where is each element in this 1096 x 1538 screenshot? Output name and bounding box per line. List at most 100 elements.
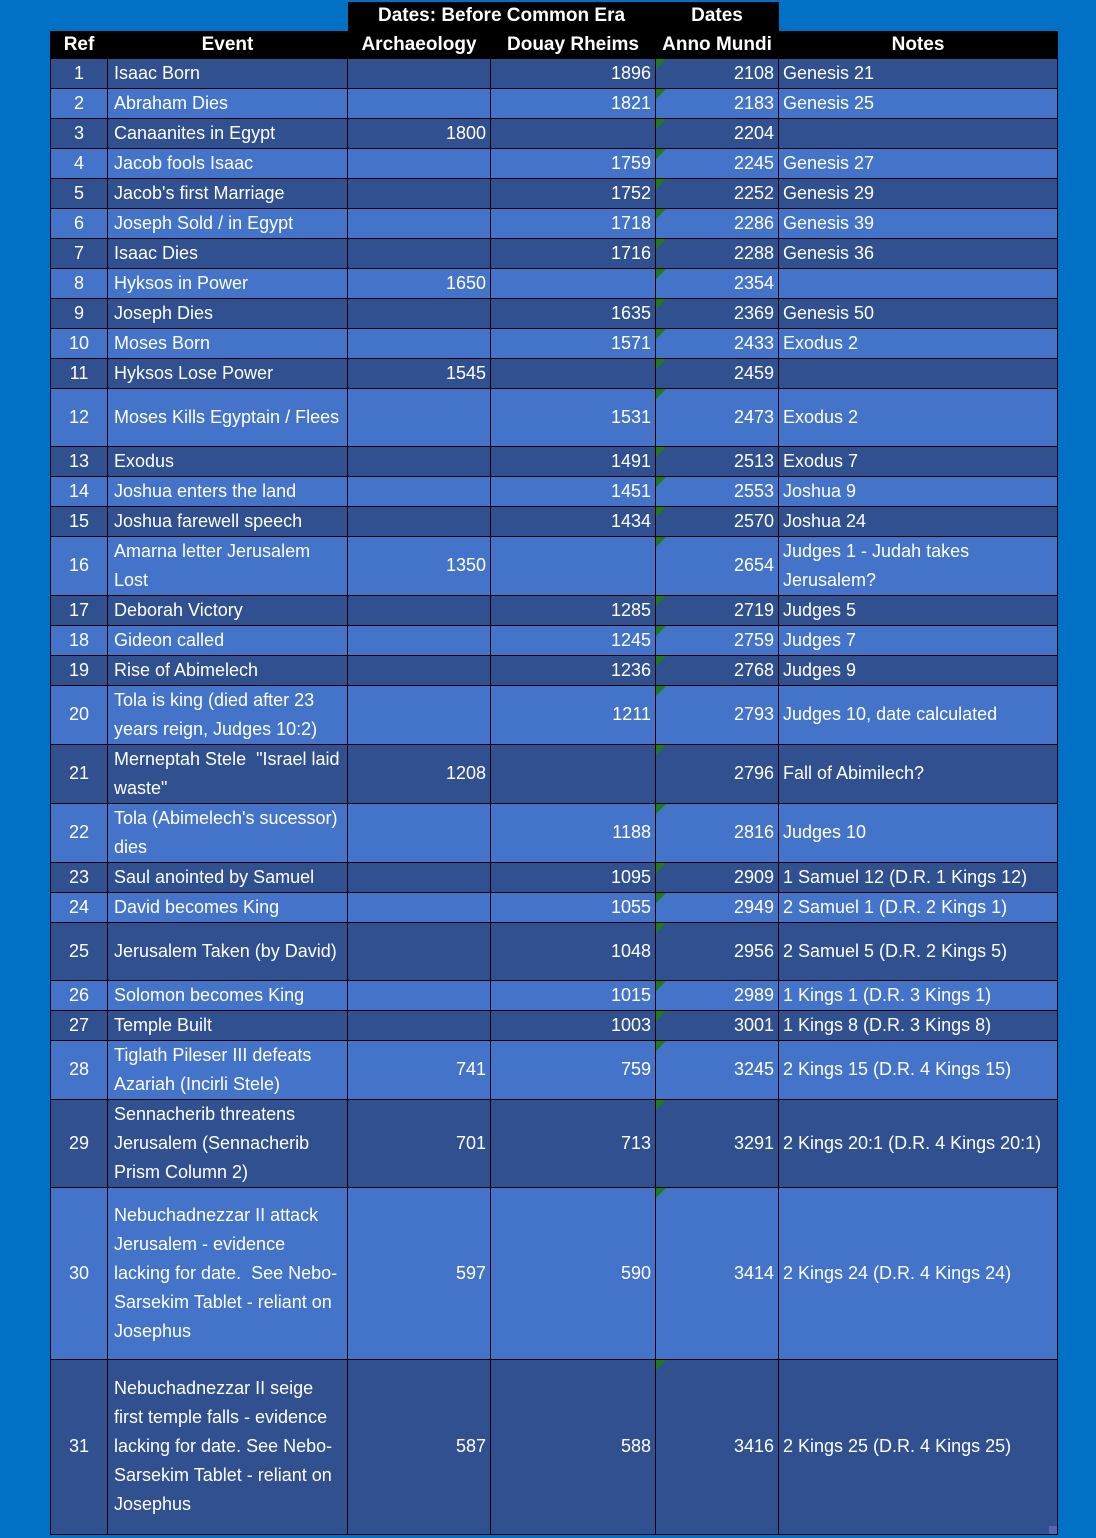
douay-rheims-cell[interactable] — [490, 357, 656, 389]
notes-cell[interactable]: 1 Kings 1 (D.R. 3 Kings 1) — [778, 979, 1058, 1011]
douay-rheims-cell[interactable]: 1571 — [490, 327, 656, 359]
notes-cell[interactable] — [778, 357, 1058, 389]
notes-cell[interactable]: Joshua 9 — [778, 475, 1058, 507]
archaeology-cell[interactable] — [347, 891, 491, 923]
notes-cell[interactable]: 2 Kings 25 (D.R. 4 Kings 25) — [778, 1358, 1058, 1535]
notes-cell[interactable]: Judges 7 — [778, 624, 1058, 656]
group-header-dates[interactable]: Dates — [655, 2, 779, 31]
event-cell[interactable]: Jacob fools Isaac — [107, 147, 348, 179]
notes-cell[interactable]: 2 Kings 15 (D.R. 4 Kings 15) — [778, 1039, 1058, 1100]
anno-mundi-cell[interactable]: 2719 — [655, 594, 779, 626]
anno-mundi-cell[interactable]: 2473 — [655, 387, 779, 447]
column-header-anno-mundi[interactable]: Anno Mundi — [655, 30, 779, 59]
ref-cell[interactable]: 19 — [50, 654, 108, 686]
anno-mundi-cell[interactable]: 2570 — [655, 505, 779, 537]
ref-cell[interactable]: 11 — [50, 357, 108, 389]
douay-rheims-cell[interactable]: 1896 — [490, 57, 656, 89]
anno-mundi-cell[interactable]: 2183 — [655, 87, 779, 119]
notes-cell[interactable]: Genesis 25 — [778, 87, 1058, 119]
douay-rheims-cell[interactable]: 759 — [490, 1039, 656, 1100]
douay-rheims-cell[interactable] — [490, 535, 656, 596]
event-cell[interactable]: Sennacherib threatens Jerusalem (Sennach… — [107, 1098, 348, 1188]
archaeology-cell[interactable] — [347, 147, 491, 179]
event-cell[interactable]: Hyksos Lose Power — [107, 357, 348, 389]
notes-cell[interactable]: Genesis 29 — [778, 177, 1058, 209]
anno-mundi-cell[interactable]: 3416 — [655, 1358, 779, 1535]
event-cell[interactable]: Temple Built — [107, 1009, 348, 1041]
archaeology-cell[interactable]: 1800 — [347, 117, 491, 149]
archaeology-cell[interactable] — [347, 177, 491, 209]
archaeology-cell[interactable] — [347, 594, 491, 626]
anno-mundi-cell[interactable]: 2793 — [655, 684, 779, 745]
anno-mundi-cell[interactable]: 2245 — [655, 147, 779, 179]
ref-cell[interactable]: 20 — [50, 684, 108, 745]
anno-mundi-cell[interactable]: 2108 — [655, 57, 779, 89]
anno-mundi-cell[interactable]: 2759 — [655, 624, 779, 656]
archaeology-cell[interactable] — [347, 327, 491, 359]
event-cell[interactable]: Amarna letter Jerusalem Lost — [107, 535, 348, 596]
anno-mundi-cell[interactable]: 2369 — [655, 297, 779, 329]
anno-mundi-cell[interactable]: 2513 — [655, 445, 779, 477]
archaeology-cell[interactable] — [347, 654, 491, 686]
event-cell[interactable]: Saul anointed by Samuel — [107, 861, 348, 893]
notes-cell[interactable]: Genesis 36 — [778, 237, 1058, 269]
event-cell[interactable]: Joshua farewell speech — [107, 505, 348, 537]
archaeology-cell[interactable]: 1650 — [347, 267, 491, 299]
notes-cell[interactable]: Judges 1 - Judah takes Jerusalem? — [778, 535, 1058, 596]
event-cell[interactable]: Hyksos in Power — [107, 267, 348, 299]
douay-rheims-cell[interactable]: 1095 — [490, 861, 656, 893]
douay-rheims-cell[interactable]: 1718 — [490, 207, 656, 239]
douay-rheims-cell[interactable]: 1285 — [490, 594, 656, 626]
douay-rheims-cell[interactable]: 1716 — [490, 237, 656, 269]
douay-rheims-cell[interactable]: 1759 — [490, 147, 656, 179]
douay-rheims-cell[interactable]: 1451 — [490, 475, 656, 507]
event-cell[interactable]: Merneptah Stele "Israel laid waste" — [107, 743, 348, 804]
notes-cell[interactable]: 2 Samuel 5 (D.R. 2 Kings 5) — [778, 921, 1058, 981]
archaeology-cell[interactable]: 1350 — [347, 535, 491, 596]
archaeology-cell[interactable]: 597 — [347, 1186, 491, 1360]
event-cell[interactable]: David becomes King — [107, 891, 348, 923]
event-cell[interactable]: Jacob's first Marriage — [107, 177, 348, 209]
event-cell[interactable]: Isaac Dies — [107, 237, 348, 269]
ref-cell[interactable]: 31 — [50, 1358, 108, 1535]
notes-cell[interactable]: 2 Kings 24 (D.R. 4 Kings 24) — [778, 1186, 1058, 1360]
notes-cell[interactable]: Judges 9 — [778, 654, 1058, 686]
douay-rheims-cell[interactable]: 1491 — [490, 445, 656, 477]
ref-cell[interactable]: 3 — [50, 117, 108, 149]
archaeology-cell[interactable] — [347, 445, 491, 477]
event-cell[interactable]: Deborah Victory — [107, 594, 348, 626]
ref-cell[interactable]: 26 — [50, 979, 108, 1011]
notes-cell[interactable] — [778, 117, 1058, 149]
anno-mundi-cell[interactable]: 2433 — [655, 327, 779, 359]
anno-mundi-cell[interactable]: 2204 — [655, 117, 779, 149]
ref-cell[interactable]: 22 — [50, 802, 108, 863]
group-header-bce[interactable]: Dates: Before Common Era — [347, 2, 656, 31]
notes-cell[interactable]: Judges 10 — [778, 802, 1058, 863]
anno-mundi-cell[interactable]: 2252 — [655, 177, 779, 209]
ref-cell[interactable]: 5 — [50, 177, 108, 209]
ref-cell[interactable]: 25 — [50, 921, 108, 981]
archaeology-cell[interactable]: 587 — [347, 1358, 491, 1535]
douay-rheims-cell[interactable]: 1752 — [490, 177, 656, 209]
notes-cell[interactable]: Genesis 21 — [778, 57, 1058, 89]
event-cell[interactable]: Canaanites in Egypt — [107, 117, 348, 149]
column-header-archaeology[interactable]: Archaeology — [347, 30, 491, 59]
archaeology-cell[interactable] — [347, 624, 491, 656]
anno-mundi-cell[interactable]: 2553 — [655, 475, 779, 507]
anno-mundi-cell[interactable]: 3291 — [655, 1098, 779, 1188]
event-cell[interactable]: Nebuchadnezzar II seige first temple fal… — [107, 1358, 348, 1535]
archaeology-cell[interactable] — [347, 921, 491, 981]
event-cell[interactable]: Joseph Sold / in Egypt — [107, 207, 348, 239]
anno-mundi-cell[interactable]: 3245 — [655, 1039, 779, 1100]
douay-rheims-cell[interactable]: 590 — [490, 1186, 656, 1360]
ref-cell[interactable]: 29 — [50, 1098, 108, 1188]
column-header-ref[interactable]: Ref — [50, 30, 108, 59]
archaeology-cell[interactable] — [347, 505, 491, 537]
event-cell[interactable]: Tiglath Pileser III defeats Azariah (Inc… — [107, 1039, 348, 1100]
archaeology-cell[interactable]: 741 — [347, 1039, 491, 1100]
notes-cell[interactable]: Fall of Abimilech? — [778, 743, 1058, 804]
ref-cell[interactable]: 23 — [50, 861, 108, 893]
event-cell[interactable]: Abraham Dies — [107, 87, 348, 119]
event-cell[interactable]: Nebuchadnezzar II attack Jerusalem - evi… — [107, 1186, 348, 1360]
archaeology-cell[interactable] — [347, 861, 491, 893]
